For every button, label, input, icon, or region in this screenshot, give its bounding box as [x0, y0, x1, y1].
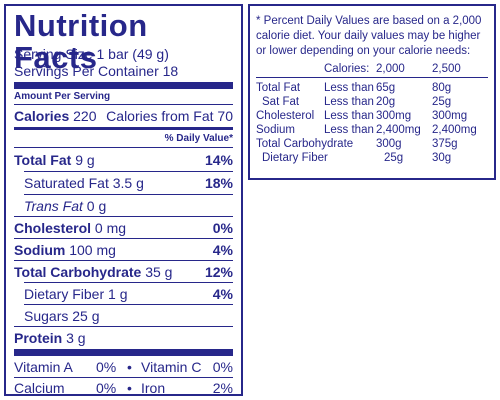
footnote-value-2500: 25g [432, 96, 452, 108]
footnote-value-2500: 30g [432, 152, 452, 164]
calories-header-label: Calories: [324, 63, 370, 75]
nutrient-amount: 3.5 g [112, 175, 144, 191]
calories-2000-header: 2,000 [376, 63, 405, 75]
footnote-nutrient: Total Carbohydrate [256, 138, 354, 150]
footnote-value-2000: 300g [376, 138, 402, 150]
footnote-qualifier: Less than [324, 124, 374, 136]
nutrient-dv: 4% [212, 242, 233, 258]
nutrient-name: Trans Fat [24, 198, 83, 214]
divider [14, 238, 233, 239]
nutrient-row-trans-fat: Trans Fat 0 g [14, 198, 233, 214]
nutrient-amount: 35 g [145, 264, 173, 280]
vitamin-name: Vitamin C [141, 359, 202, 375]
nutrient-amount: 100 mg [69, 242, 116, 258]
nutrient-dv: 4% [212, 286, 233, 302]
divider [14, 326, 233, 327]
calories-row: Calories 220 Calories from Fat 70 [14, 108, 233, 124]
footnote-value-2000: 65g [376, 82, 396, 94]
nutrient-name: Saturated Fat [24, 175, 109, 191]
nutrient-row-protein: Protein 3 g [14, 330, 233, 346]
footnote-value-2500: 375g [432, 138, 458, 150]
footnote-nutrient: Cholesterol [256, 110, 315, 122]
divider [24, 194, 233, 195]
nutrient-amount: 0 mg [94, 220, 127, 236]
footnote-value-2000: 2,400mg [376, 124, 421, 136]
nutrient-amount: 1 g [108, 286, 128, 302]
bullet: • [127, 380, 132, 396]
nutrient-name: Total Carbohydrate [14, 264, 142, 280]
divider [14, 216, 233, 217]
nutrient-dv: 12% [204, 264, 233, 280]
footnote-value-2500: 80g [432, 82, 452, 94]
servings-per-container: Servings Per Container 18 [14, 63, 179, 79]
nutrition-facts-panel: Nutrition Facts Serving Size 1 bar (49 g… [4, 4, 243, 396]
calories-label: Calories [14, 108, 70, 124]
footnote-value-2000: 20g [376, 96, 396, 108]
nutrient-dv: 14% [204, 152, 233, 168]
divider [24, 304, 233, 305]
footnote-line: * Percent Daily Values are based on a 2,… [256, 15, 482, 27]
nutrient-row-sugars: Sugars 25 g [14, 308, 233, 324]
footnote-value-2000: 25g [384, 152, 404, 164]
nutrient-name: Sugars [24, 308, 69, 324]
nutrient-dv: 18% [204, 175, 233, 191]
nutrient-name: Protein [14, 330, 63, 346]
nutrient-row-dietary-fiber: Dietary Fiber 1 g 4% [14, 286, 233, 302]
nutrient-row-sodium: Sodium 100 mg 4% [14, 242, 233, 258]
vitamin-pct: 2% [212, 380, 233, 396]
footnote-nutrient: Sodium [256, 124, 295, 136]
amount-per-serving: Amount Per Serving [14, 91, 111, 102]
daily-values-footnote-panel: * Percent Daily Values are based on a 2,… [248, 4, 496, 180]
footnote-nutrient: Total Fat [256, 82, 301, 94]
divider [24, 171, 233, 172]
divider [24, 282, 233, 283]
calories-value: 220 [73, 108, 97, 124]
vitamin-name: Calcium [14, 380, 65, 396]
nutrient-row-total-carbohydrate: Total Carbohydrate 35 g 12% [14, 264, 233, 280]
nutrient-dv: 0% [212, 220, 233, 236]
footnote-nutrient: Sat Fat [262, 96, 300, 108]
footnote-nutrient: Dietary Fiber [262, 152, 328, 164]
nutrient-name: Total Fat [14, 152, 72, 168]
serving-size: Serving Size 1 bar (49 g) [14, 46, 169, 62]
bullet: • [127, 359, 132, 375]
thick-divider [14, 82, 233, 89]
vitamin-name: Iron [141, 380, 166, 396]
footnote-line: calorie diet. Your daily values may be h… [256, 30, 481, 42]
medium-divider [14, 127, 233, 130]
footnote-qualifier: Less than [324, 110, 374, 122]
nutrient-amount: 9 g [75, 152, 95, 168]
nutrient-row-cholesterol: Cholesterol 0 mg 0% [14, 220, 233, 236]
nutrient-row-saturated-fat: Saturated Fat 3.5 g 18% [14, 175, 233, 191]
divider [14, 260, 233, 261]
nutrient-amount: 0 g [86, 198, 107, 214]
thick-divider [14, 349, 233, 356]
nutrient-row-total-fat: Total Fat 9 g 14% [14, 152, 233, 168]
footnote-qualifier: Less than [324, 82, 374, 94]
divider [256, 77, 488, 78]
nutrient-amount: 25 g [72, 308, 100, 324]
footnote-qualifier: Less than [324, 96, 374, 108]
footnote-value-2500: 300mg [432, 110, 468, 122]
vitamin-pct: 0% [212, 359, 233, 375]
label-title: Nutrition Facts [14, 8, 148, 75]
divider [14, 104, 233, 105]
calories-2500-header: 2,500 [432, 63, 461, 75]
vitamin-pct: 0% [96, 359, 117, 375]
nutrient-name: Dietary Fiber [24, 286, 105, 302]
footnote-line: or lower depending on your calorie needs… [256, 45, 471, 57]
nutrient-name: Sodium [14, 242, 66, 258]
calories-from-fat: Calories from Fat 70 [106, 108, 233, 124]
nutrient-amount: 3 g [66, 330, 86, 346]
divider [14, 377, 233, 378]
nutrient-name: Cholesterol [14, 220, 92, 236]
divider [14, 147, 233, 148]
vitamin-name: Vitamin A [14, 359, 73, 375]
footnote-value-2000: 300mg [376, 110, 412, 122]
daily-value-header: % Daily Value* [164, 133, 233, 144]
vitamin-pct: 0% [96, 380, 117, 396]
footnote-value-2500: 2,400mg [432, 124, 477, 136]
